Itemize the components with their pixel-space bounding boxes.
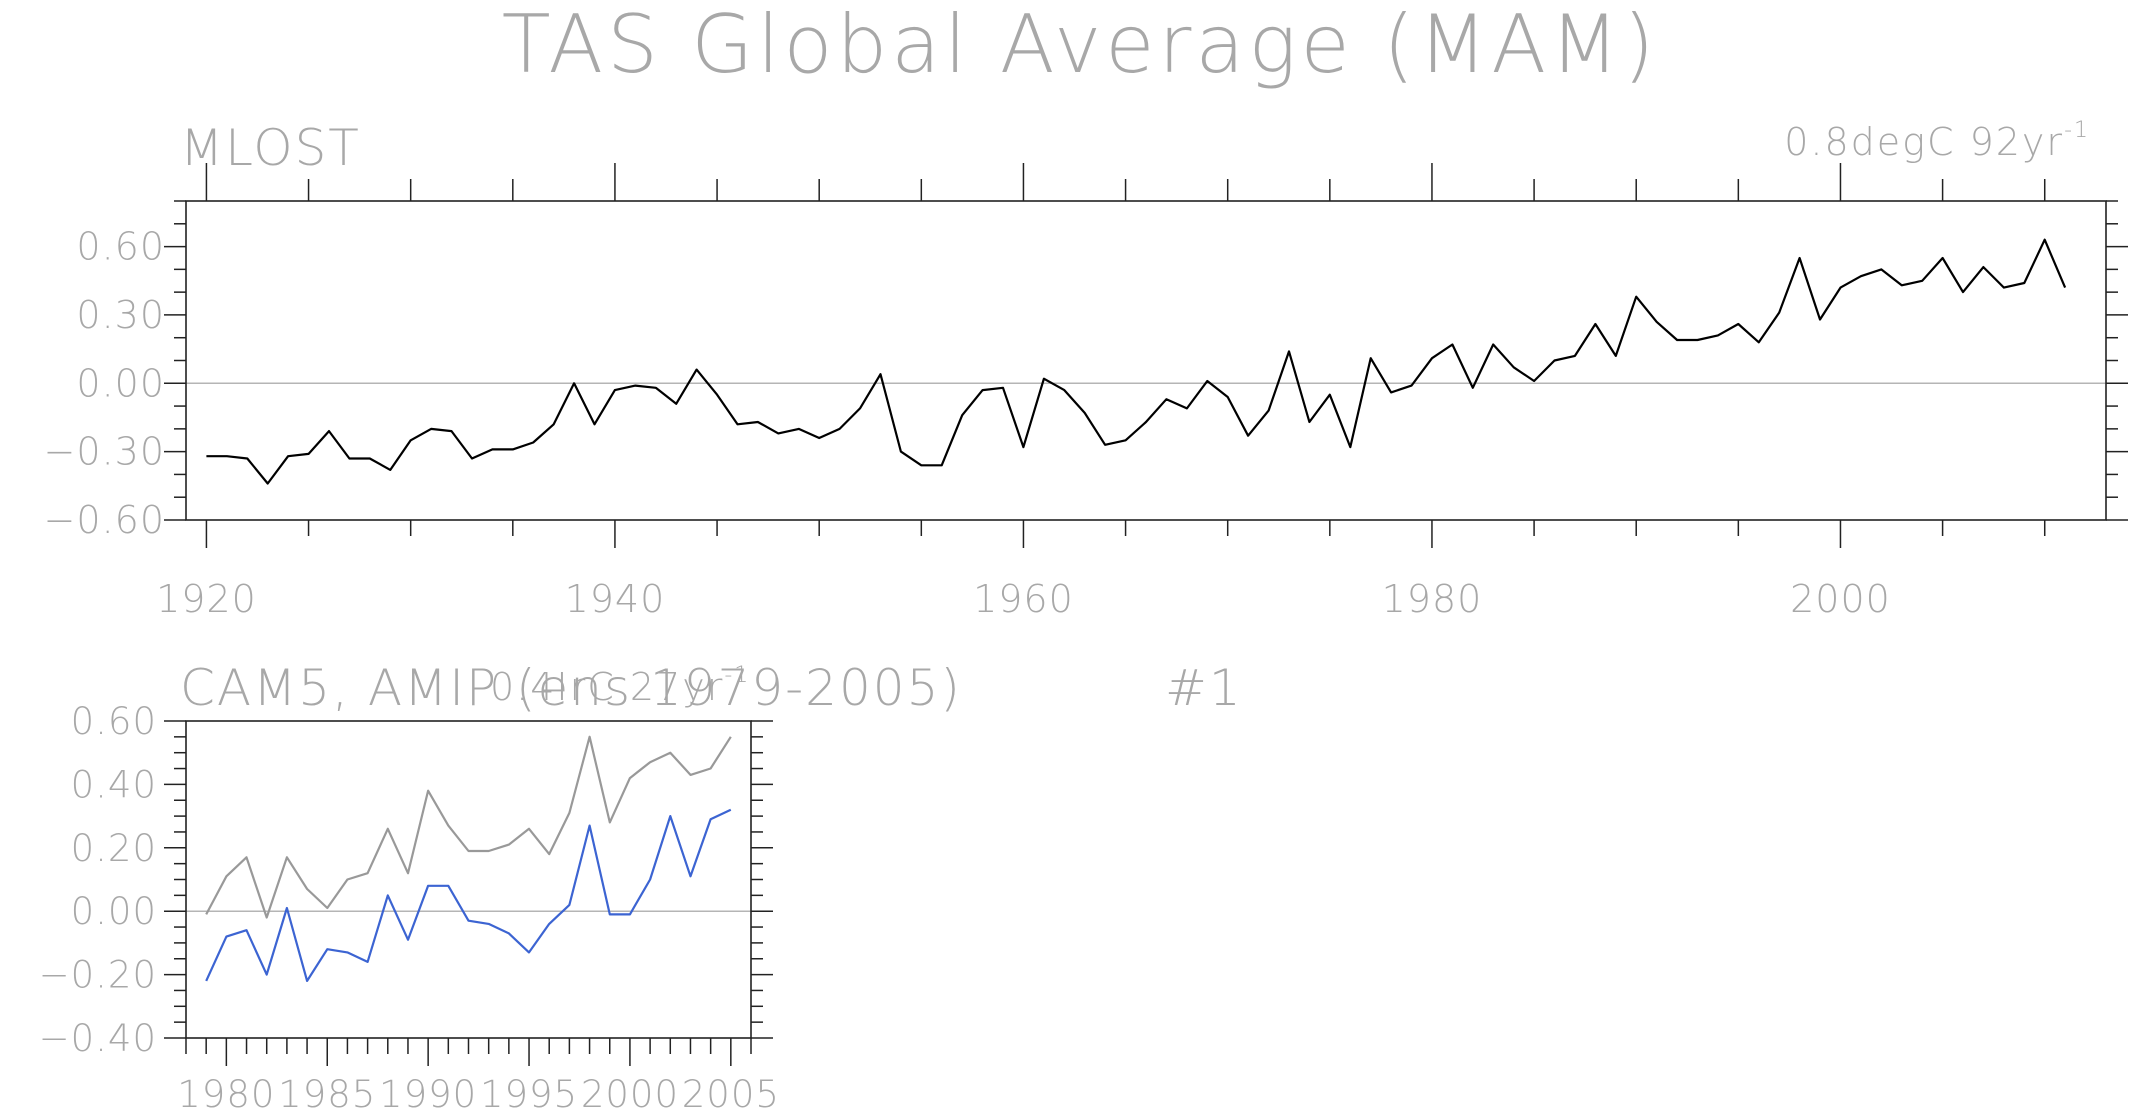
x-tick-label: 1940 <box>565 577 666 621</box>
panel-cam5-frame <box>185 720 752 1039</box>
y-tick-label: 0.30 <box>76 293 165 337</box>
y-tick-label: 0.20 <box>71 827 157 870</box>
x-tick-label: 1980 <box>1382 577 1483 621</box>
panel-label-cam5-number: #1 <box>1165 659 1243 717</box>
y-tick-label: 0.00 <box>71 890 157 933</box>
x-tick-label: 2000 <box>1790 577 1891 621</box>
x-tick-label: 2000 <box>581 1073 679 1116</box>
y-tick-label: −0.40 <box>39 1017 157 1060</box>
y-tick-label: −0.20 <box>39 954 157 997</box>
panel-mlost-series <box>206 238 2067 485</box>
panel-label-mlost: MLOST <box>180 119 361 177</box>
y-tick-label: 0.60 <box>71 700 157 743</box>
x-tick-label: 1990 <box>379 1073 477 1116</box>
y-tick-label: 0.60 <box>76 225 165 269</box>
series-line-1 <box>206 238 2067 485</box>
x-tick-label: 1980 <box>177 1073 275 1116</box>
series-line-1 <box>205 735 732 919</box>
series-line-2 <box>205 808 732 983</box>
x-tick-label: 2005 <box>682 1073 780 1116</box>
y-tick-label: −0.30 <box>44 430 165 474</box>
panel-mlost: MLOST 0.8degC 92yr-1 0.60 0.30 0.00 −0.30 −0… <box>44 118 2128 621</box>
panel-cam5: CAM5, AMIP (ens 1979-2005) 0.4IrC 27yr-1… <box>39 659 1243 1116</box>
x-tick-label: 1985 <box>278 1073 376 1116</box>
y-tick-label: 0.00 <box>76 361 165 405</box>
x-tick-label: 1920 <box>156 577 257 621</box>
panel-mlost-frame <box>185 200 2107 521</box>
panel-label-cam5: CAM5, AMIP (ens 1979-2005) <box>180 659 962 717</box>
panel-cam5-series <box>205 735 732 983</box>
trend-label-cam5: 0.4IrC 27yr-1 <box>490 663 750 709</box>
chart-title: TAS Global Average (MAM) <box>502 0 1659 91</box>
y-tick-label: 0.40 <box>71 763 157 806</box>
y-tick-label: −0.60 <box>44 498 165 542</box>
trend-label-mlost: 0.8degC 92yr-1 <box>1784 118 2090 164</box>
x-tick-label: 1995 <box>480 1073 578 1116</box>
panel-cam5-axes: 0.60 0.40 0.20 0.00 −0.20 −0.40 1980 1985 1990 19… <box>39 700 780 1116</box>
x-tick-label: 1960 <box>973 577 1074 621</box>
panel-mlost-axes: 0.60 0.30 0.00 −0.30 −0.60 1920 1940 1960 1980 20… <box>44 163 2128 621</box>
